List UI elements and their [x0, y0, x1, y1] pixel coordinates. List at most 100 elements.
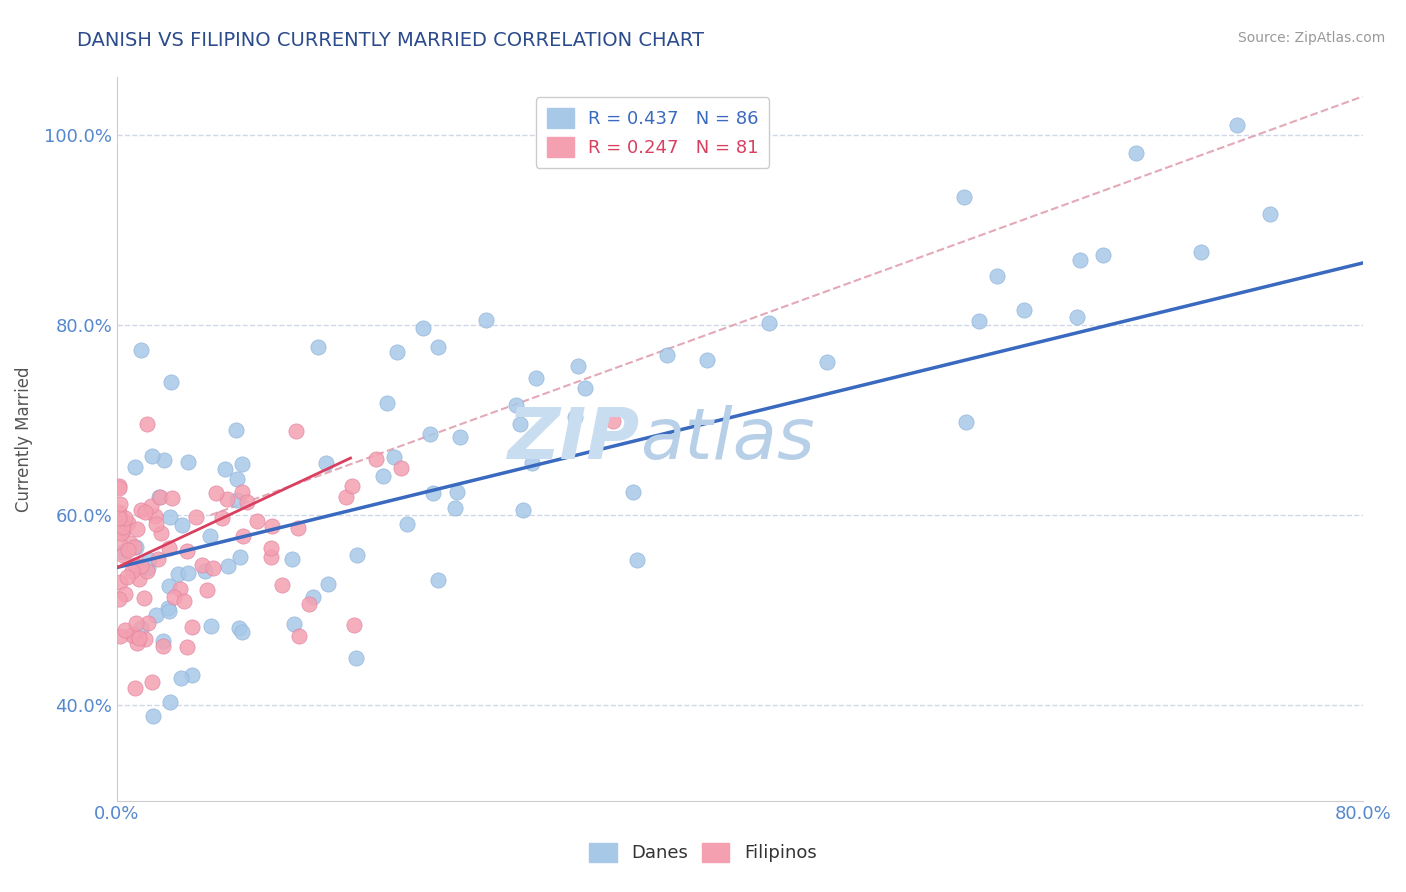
Point: [146, 552, 169, 566]
Point: [114, 623, 136, 637]
Point: [758, 317, 780, 331]
Point: [176, 543, 198, 558]
Point: [141, 450, 163, 464]
Point: [626, 553, 648, 567]
Point: [117, 542, 139, 557]
Point: [114, 587, 136, 601]
Point: [148, 490, 170, 504]
Point: [107, 505, 129, 519]
Point: [225, 423, 247, 437]
Point: [128, 632, 150, 646]
Point: [287, 629, 309, 643]
Point: [169, 671, 191, 685]
Point: [505, 398, 527, 412]
Point: [167, 567, 190, 582]
Point: [114, 511, 136, 525]
Point: [160, 375, 183, 389]
Point: [129, 621, 152, 635]
Point: [107, 510, 129, 524]
Point: [145, 607, 167, 622]
Point: [190, 558, 212, 572]
Point: [475, 313, 498, 327]
Point: [136, 615, 159, 630]
Point: [422, 485, 444, 500]
Point: [139, 499, 162, 513]
Point: [121, 564, 143, 578]
Point: [225, 472, 247, 486]
Point: [967, 314, 990, 328]
Point: [602, 414, 624, 428]
Point: [134, 632, 156, 647]
Point: [127, 636, 149, 650]
Point: [262, 519, 284, 533]
Point: [1258, 206, 1281, 220]
Point: [1189, 245, 1212, 260]
Point: [110, 525, 132, 540]
Point: [371, 469, 394, 483]
Point: [231, 624, 253, 639]
Point: [211, 510, 233, 524]
Point: [107, 592, 129, 607]
Point: [124, 558, 146, 573]
Point: [231, 457, 253, 471]
Point: [200, 619, 222, 633]
Point: [419, 426, 441, 441]
Point: [260, 549, 283, 564]
Point: [205, 486, 228, 500]
Point: [955, 415, 977, 429]
Point: [160, 491, 183, 506]
Point: [412, 321, 434, 335]
Point: [134, 591, 156, 606]
Point: [157, 541, 180, 555]
Point: [124, 681, 146, 696]
Point: [231, 485, 253, 500]
Point: [108, 507, 131, 521]
Point: [197, 582, 219, 597]
Point: [696, 353, 718, 368]
Point: [427, 339, 450, 353]
Point: [343, 618, 366, 632]
Point: [121, 628, 143, 642]
Point: [426, 574, 449, 588]
Point: [157, 600, 180, 615]
Point: [145, 516, 167, 531]
Point: [124, 459, 146, 474]
Point: [1125, 146, 1147, 161]
Text: atlas: atlas: [640, 405, 814, 474]
Point: [186, 509, 208, 524]
Legend: Danes, Filipinos: Danes, Filipinos: [582, 836, 824, 870]
Point: [1066, 310, 1088, 324]
Point: [1226, 118, 1249, 132]
Point: [124, 540, 146, 554]
Point: [176, 640, 198, 655]
Point: [111, 520, 134, 534]
Point: [115, 570, 138, 584]
Point: [142, 709, 165, 723]
Point: [177, 455, 200, 469]
Point: [194, 564, 217, 578]
Point: [815, 355, 838, 369]
Point: [283, 616, 305, 631]
Point: [136, 417, 159, 431]
Point: [198, 529, 221, 543]
Point: [150, 525, 173, 540]
Point: [149, 490, 172, 504]
Point: [226, 493, 249, 508]
Point: [1012, 302, 1035, 317]
Point: [125, 522, 148, 536]
Point: [621, 485, 644, 500]
Point: [385, 344, 408, 359]
Point: [346, 549, 368, 563]
Point: [235, 495, 257, 509]
Point: [382, 450, 405, 464]
Point: [574, 380, 596, 394]
Point: [655, 347, 678, 361]
Point: [173, 593, 195, 607]
Point: [157, 604, 180, 618]
Point: [163, 590, 186, 604]
Point: [152, 639, 174, 653]
Point: [108, 497, 131, 511]
Point: [444, 501, 467, 516]
Point: [287, 521, 309, 535]
Point: [115, 543, 138, 558]
